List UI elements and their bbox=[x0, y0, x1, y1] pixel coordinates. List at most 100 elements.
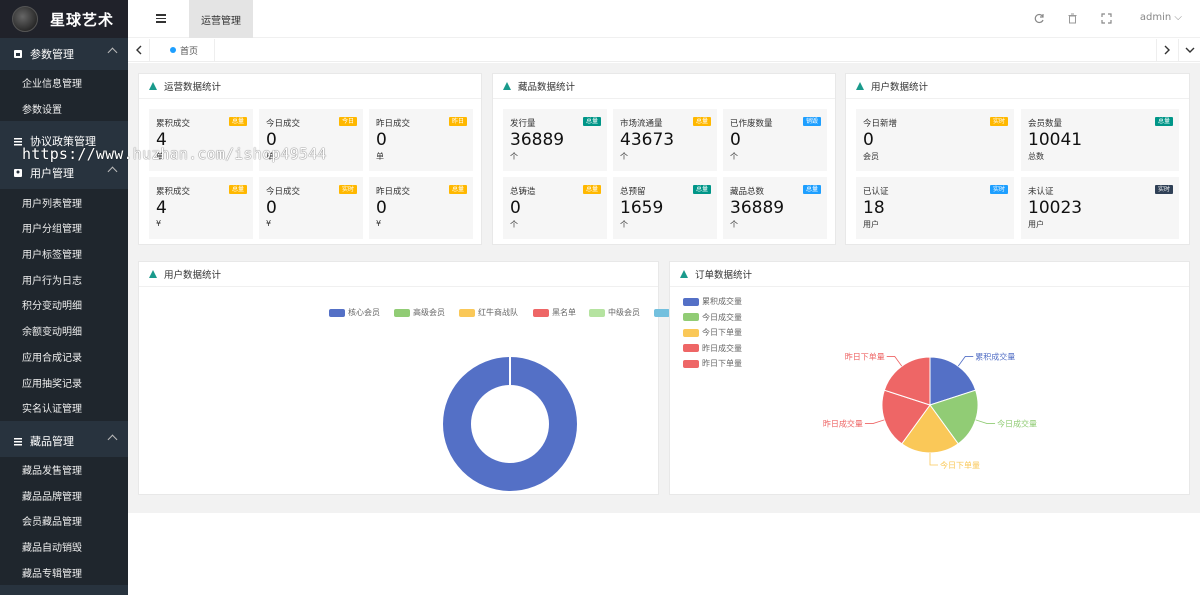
legend-label: 今日下单量 bbox=[702, 328, 742, 337]
sidebar-item-user-log[interactable]: 用户行为日志 bbox=[22, 275, 82, 287]
top-header: 运营管理 admin ⌵ bbox=[128, 0, 1200, 38]
legend-item[interactable]: 黑名单 bbox=[533, 307, 576, 318]
stat-badge: 总量 bbox=[1154, 117, 1173, 126]
legend-item[interactable]: 中级会员 bbox=[589, 307, 640, 318]
sidebar-item-member-collection[interactable]: 会员藏品管理 bbox=[22, 517, 82, 529]
pie-slice bbox=[901, 404, 959, 454]
legend-swatch bbox=[683, 313, 699, 321]
stat-value: 0 bbox=[510, 198, 521, 218]
legend-item[interactable]: 昨日下单量 bbox=[683, 358, 742, 369]
stat-label: 市场流通量 bbox=[620, 119, 663, 129]
legend-item[interactable]: 核心会员 bbox=[329, 307, 380, 318]
card-header: 订单数据统计 bbox=[670, 262, 1189, 287]
submenu-params: 企业信息管理 参数设置 bbox=[0, 70, 128, 122]
stat-value: 0 bbox=[266, 130, 277, 150]
sidebar-item-realname[interactable]: 实名认证管理 bbox=[22, 404, 82, 416]
user-menu[interactable]: admin ⌵ bbox=[1140, 12, 1182, 23]
legend-label: 今日成交量 bbox=[702, 312, 742, 322]
stat-value: 0 bbox=[376, 130, 387, 150]
legend-item[interactable]: 高级会员 bbox=[394, 307, 445, 318]
legend-item[interactable]: 红牛商战队 bbox=[459, 307, 518, 318]
legend-label: 黑名单 bbox=[552, 308, 576, 317]
card-header: 用户数据统计 bbox=[846, 74, 1189, 99]
sidebar-item-company[interactable]: 企业信息管理 bbox=[22, 79, 82, 91]
card-users: 用户数据统计 今日新增 0 会员 实时 会员数量 10041 总数 总量 已认证 18 用户 实时… bbox=[845, 73, 1190, 245]
legend-swatch bbox=[683, 297, 699, 306]
menu-group-policy[interactable]: 协议政策管理 bbox=[0, 125, 128, 158]
card-operations: 运营数据统计 累积成交 4 单总量 今日成交 0 单今日 昨日成交 0 单昨日 累积成交 4 ¥… bbox=[138, 73, 482, 245]
sidebar-item-param-settings[interactable]: 参数设置 bbox=[22, 105, 62, 117]
tab-home[interactable]: 首页 bbox=[162, 39, 216, 61]
menu-group-label: 协议政策管理 bbox=[30, 135, 96, 149]
legend-item[interactable]: 昨日成交量 bbox=[683, 343, 742, 354]
fullscreen-icon[interactable] bbox=[1101, 13, 1112, 24]
sidebar-item-user-tag[interactable]: 用户标签管理 bbox=[22, 250, 82, 262]
stat-tile: 今日成交 0 单 今日 bbox=[259, 109, 363, 171]
stat-unit: 个 bbox=[620, 152, 628, 161]
refresh-icon[interactable] bbox=[1034, 13, 1045, 24]
menu-group-label: 藏品管理 bbox=[30, 434, 74, 448]
stat-badge: 总量 bbox=[228, 185, 247, 194]
menu-group-users[interactable]: 用户管理 bbox=[0, 157, 128, 190]
legend-label: 累积成交量 bbox=[702, 297, 742, 306]
stat-value: 0 bbox=[730, 130, 741, 150]
pie-slice bbox=[929, 389, 979, 445]
card-user-chart: 用户数据统计 核心会员高级会员红牛商战队黑名单中级会员普通会员 bbox=[138, 261, 705, 495]
slice-label: 今日成交量 bbox=[997, 419, 1037, 429]
legend-item[interactable]: 今日下单量 bbox=[683, 327, 742, 338]
tabs-next-button[interactable] bbox=[1156, 39, 1178, 61]
user-card-icon bbox=[12, 168, 23, 179]
menu-group-label: 用户管理 bbox=[30, 167, 74, 181]
tab-operations[interactable]: 运营管理 bbox=[189, 0, 253, 38]
legend-swatch bbox=[683, 344, 699, 352]
logo[interactable]: 星球艺术 bbox=[0, 0, 128, 38]
stat-tile: 市场流通量 43673 个 总量 bbox=[613, 109, 717, 171]
stat-value: 0 bbox=[863, 130, 874, 150]
stat-label: 已作废数量 bbox=[730, 119, 773, 129]
sidebar-item-user-group[interactable]: 用户分组管理 bbox=[22, 224, 82, 236]
sidebar-item-album[interactable]: 藏品专辑管理 bbox=[22, 568, 82, 580]
sidebar-item-points[interactable]: 积分变动明细 bbox=[22, 301, 82, 313]
card-header: 用户数据统计 bbox=[139, 262, 658, 287]
stat-label: 今日成交 bbox=[266, 187, 301, 197]
stat-unit: 个 bbox=[730, 152, 738, 161]
tab-bar: 首页 bbox=[128, 39, 1200, 62]
legend-swatch bbox=[589, 308, 605, 317]
app-name: 星球艺术 bbox=[50, 10, 115, 29]
sidebar-item-lottery[interactable]: 应用抽奖记录 bbox=[22, 378, 82, 390]
sidebar-item-synthesis[interactable]: 应用合成记录 bbox=[22, 352, 82, 364]
stat-value: 4 bbox=[156, 130, 167, 150]
card-title: 运营数据统计 bbox=[164, 82, 222, 93]
menu-group-params[interactable]: 参数管理 bbox=[0, 38, 128, 70]
legend-item[interactable]: 今日成交量 bbox=[683, 312, 742, 323]
sidebar-item-brand[interactable]: 藏品品牌管理 bbox=[22, 491, 82, 503]
sidebar-item-auto-destroy[interactable]: 藏品自动销毁 bbox=[22, 542, 82, 554]
stat-tile: 藏品总数 36889 个 总量 bbox=[723, 177, 827, 239]
menu-toggle-icon[interactable] bbox=[156, 14, 166, 23]
card-title: 藏品数据统计 bbox=[518, 82, 576, 93]
tabs-dropdown-button[interactable] bbox=[1178, 39, 1200, 61]
legend-swatch bbox=[329, 308, 345, 317]
chevron-down-icon: ⌵ bbox=[1174, 12, 1182, 23]
stat-tile: 已作废数量 0 个 销毁 bbox=[723, 109, 827, 171]
card-header: 运营数据统计 bbox=[139, 74, 481, 99]
stat-unit: 个 bbox=[620, 220, 628, 229]
stat-label: 发行量 bbox=[510, 119, 536, 129]
sidebar-item-release[interactable]: 藏品发售管理 bbox=[22, 465, 82, 477]
legend-label: 红牛商战队 bbox=[478, 308, 518, 317]
pie-slice bbox=[929, 356, 977, 406]
slice-label: 今日下单量 bbox=[940, 460, 980, 470]
stat-value: 10023 bbox=[1028, 198, 1083, 218]
sidebar-item-user-list[interactable]: 用户列表管理 bbox=[22, 198, 82, 210]
tabs-prev-button[interactable] bbox=[128, 39, 150, 61]
menu-group-collections[interactable]: 藏品管理 bbox=[0, 424, 128, 457]
trash-icon[interactable] bbox=[1067, 13, 1078, 24]
sidebar-item-balance[interactable]: 余额变动明细 bbox=[22, 327, 82, 339]
stat-badge: 总量 bbox=[802, 185, 821, 194]
stat-tile: 累积成交 4 单 总量 bbox=[149, 109, 253, 171]
chevron-up-icon bbox=[107, 47, 118, 58]
chevron-up-icon bbox=[107, 166, 118, 177]
donut-chart bbox=[443, 357, 577, 491]
legend-item[interactable]: 累积成交量 bbox=[683, 296, 742, 307]
menu-group-label: 参数管理 bbox=[30, 48, 74, 61]
